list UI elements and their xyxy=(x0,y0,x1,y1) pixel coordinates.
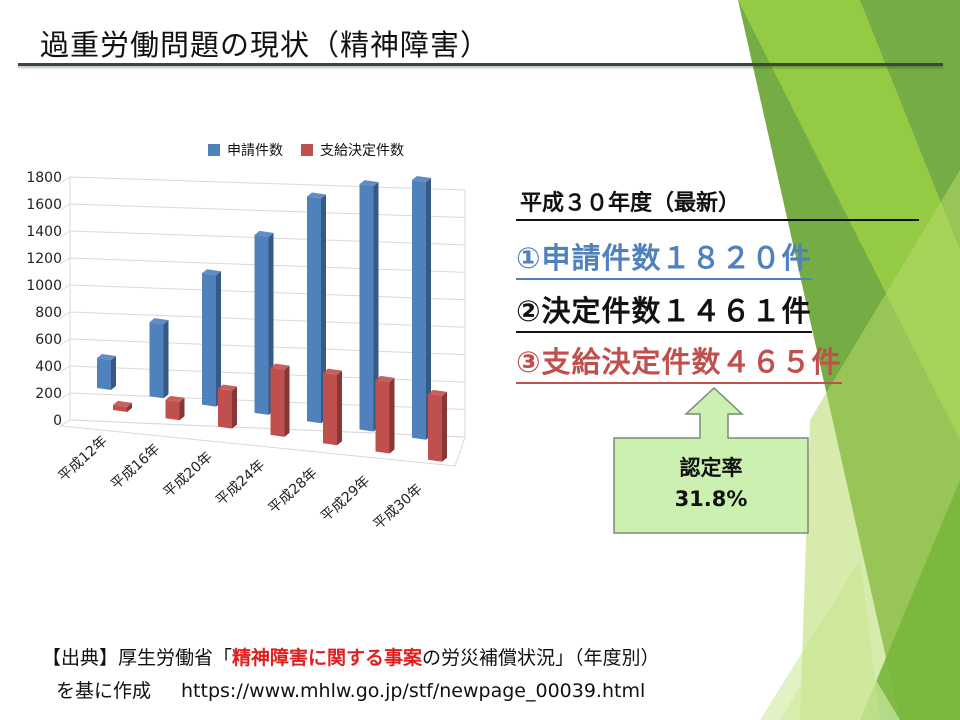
gridline-side xyxy=(59,257,71,265)
page-title: 過重労働問題の現状（精神障害） xyxy=(40,28,491,62)
bar-pay xyxy=(165,399,180,421)
x-tick-label: 平成28年 xyxy=(266,465,321,517)
y-tick-label: 1600 xyxy=(26,197,62,213)
source-citation: 【出典】厚生労働省「精神障害に関する事案の労災補償状況」（年度別） xyxy=(42,643,660,670)
x-tick-label: 平成12年 xyxy=(56,433,111,485)
bar-apply xyxy=(412,179,426,440)
callout-value: 31.8% xyxy=(674,487,748,511)
bar-top xyxy=(113,400,132,407)
gridline-side xyxy=(59,284,71,292)
gridline xyxy=(69,203,466,218)
y-tick-label: 1800 xyxy=(26,170,62,186)
latest-heading: 平成３０年度（最新） xyxy=(520,191,741,216)
bar-side xyxy=(163,320,169,399)
source-prefix: 【出典】厚生労働省「 xyxy=(42,647,233,669)
y-tick-label: 1400 xyxy=(26,224,62,240)
legend-swatch-pay xyxy=(301,144,313,156)
bar-apply xyxy=(254,234,269,415)
stat-payment-count: ③支給決定件数４６５件 xyxy=(516,339,842,384)
y-tick-label: 400 xyxy=(35,359,62,375)
bar-top xyxy=(202,269,221,276)
legend-item-pay: 支給決定件数 xyxy=(301,140,404,160)
x-tick-label: 平成16年 xyxy=(108,441,163,493)
source-url: https://www.mhlw.go.jp/stf/newpage_00039… xyxy=(181,680,646,702)
bar-side xyxy=(179,397,185,421)
callout-label: 認定率 xyxy=(679,456,743,480)
gridline-side xyxy=(59,338,71,346)
bar-side xyxy=(373,182,379,432)
bar-top xyxy=(270,363,290,370)
y-tick-label: 1000 xyxy=(26,278,62,294)
y-tick-label: 200 xyxy=(35,386,62,402)
bar-apply xyxy=(359,184,374,432)
y-tick-label: 600 xyxy=(35,332,62,348)
bar-top xyxy=(428,389,447,396)
stat-decision-count: ②決定件数１４６１件 xyxy=(516,288,812,333)
x-tick-label: 平成29年 xyxy=(318,473,373,525)
x-tick-label: 平成24年 xyxy=(213,457,268,509)
bar-side xyxy=(216,271,221,407)
x-tick-label: 平成20年 xyxy=(161,449,216,501)
bar-pay xyxy=(375,379,390,454)
source-note: を基に作成 xyxy=(56,680,152,702)
bar-top xyxy=(149,318,169,325)
bar-side xyxy=(426,177,431,440)
gridline-side xyxy=(59,176,71,184)
legend-label-apply: 申請件数 xyxy=(227,143,283,159)
bar-pay xyxy=(270,367,285,437)
bar-side xyxy=(284,365,290,437)
y-tick-label: 800 xyxy=(35,305,62,321)
chart-legend: 申請件数 支給決定件数 xyxy=(208,140,404,160)
bar-top xyxy=(412,175,431,182)
bar-apply xyxy=(307,196,321,424)
bar-side xyxy=(442,391,447,462)
legend-label-pay: 支給決定件数 xyxy=(320,143,404,159)
bar-pay xyxy=(428,393,442,462)
bar-top xyxy=(323,368,342,375)
gridline-side xyxy=(59,203,71,211)
bar-top xyxy=(165,395,185,402)
bar-pay xyxy=(218,388,232,429)
bar-pay xyxy=(323,372,337,446)
bar-apply xyxy=(97,357,111,390)
gridline xyxy=(69,176,466,191)
bar-top xyxy=(218,384,237,391)
latest-heading-underline xyxy=(516,219,919,221)
bar-side xyxy=(389,377,395,454)
bar-pay xyxy=(113,404,127,412)
bar-apply xyxy=(149,322,164,399)
callout-arrow-box xyxy=(613,386,809,534)
bar-top xyxy=(375,375,395,382)
stat-application-count: ①申請件数１８２０件 xyxy=(516,235,812,280)
approval-rate-callout xyxy=(613,386,809,534)
x-tick-label: 平成30年 xyxy=(371,481,426,533)
y-tick-label: 1200 xyxy=(26,251,62,267)
bar-chart: 020040060080010001200140016001800平成12年平成… xyxy=(26,170,466,533)
source-highlight: 精神障害に関する事案 xyxy=(232,647,423,669)
bar-apply xyxy=(202,273,216,407)
bar-side xyxy=(321,194,326,424)
title-divider xyxy=(18,63,943,66)
legend-swatch-apply xyxy=(208,144,220,156)
bar-side xyxy=(127,402,132,412)
gridline-side xyxy=(59,230,71,238)
chart-floor xyxy=(58,419,466,467)
bar-side xyxy=(337,370,342,446)
bar-top xyxy=(97,353,116,360)
gridline-side xyxy=(59,392,71,400)
legend-item-apply: 申請件数 xyxy=(208,140,283,160)
bar-top xyxy=(254,230,274,237)
bar-side xyxy=(111,355,116,390)
bar-top xyxy=(307,192,326,199)
bar-side xyxy=(232,386,237,429)
source-line-2: を基に作成 https://www.mhlw.go.jp/stf/newpage_… xyxy=(56,676,645,703)
y-tick-label: 0 xyxy=(53,413,62,429)
source-suffix: の労災補償状況」（年度別） xyxy=(422,647,660,669)
gridline-side xyxy=(59,365,71,373)
gridline-side xyxy=(59,311,71,319)
bar-top xyxy=(359,180,379,187)
